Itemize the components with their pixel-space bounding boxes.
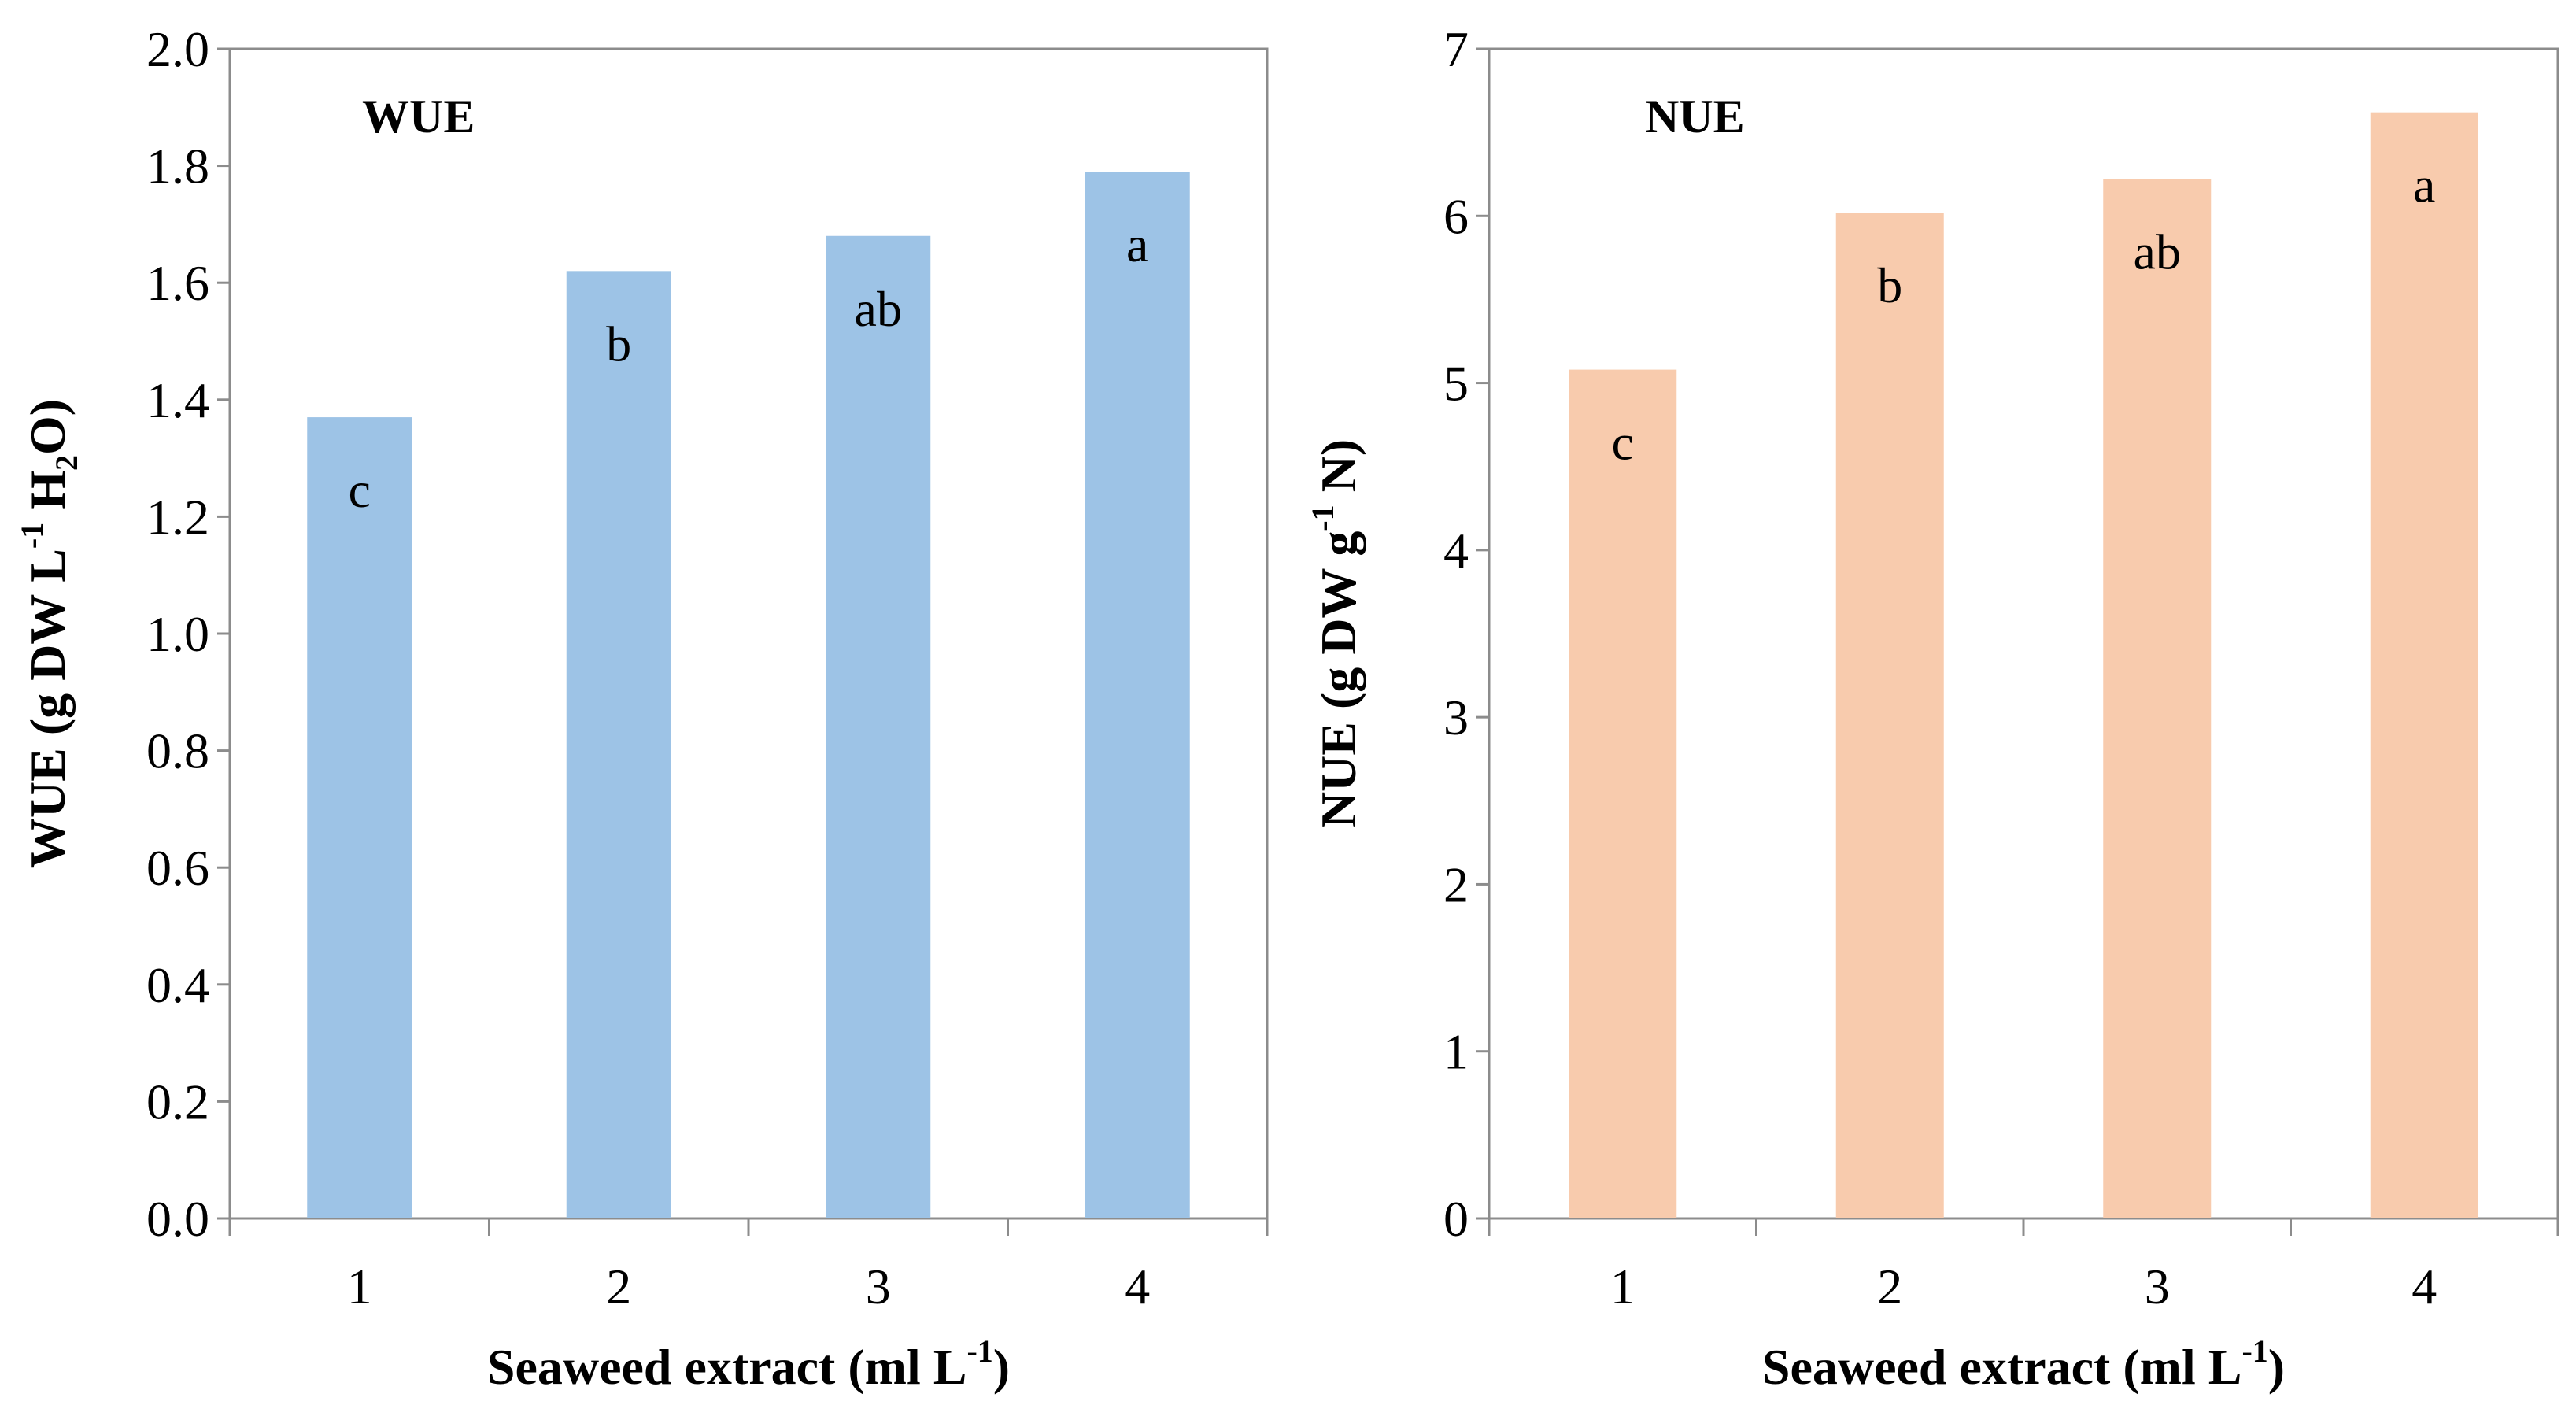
x-axis-title-superscript: -1	[966, 1333, 992, 1369]
wue-y-tick-label: 2.0	[146, 21, 209, 77]
x-axis-title-close: )	[993, 1339, 1010, 1395]
y-axis-title-superscript: -1	[1305, 505, 1340, 531]
wue-x-axis-title: Seaweed extract (ml L-1)	[487, 1333, 1010, 1395]
wue-y-tick-label: 1.8	[146, 139, 209, 194]
nue-y-tick-label: 1	[1443, 1024, 1469, 1080]
y-axis-title-middle: H	[20, 471, 76, 523]
nue-bar-1	[1569, 369, 1677, 1218]
nue-x-category-label: 4	[2412, 1259, 2437, 1314]
wue-panel-title: WUE	[362, 91, 475, 142]
wue-x-category-label: 2	[606, 1259, 631, 1314]
nue-bar-2	[1835, 213, 1944, 1218]
nue-bar-significance-label: ab	[2134, 224, 2181, 280]
nue-y-axis-title: NUE (g DW g-1 N)	[1305, 439, 1366, 828]
wue-bar-significance-label: c	[349, 462, 371, 518]
nue-bar-4	[2370, 112, 2478, 1218]
wue-y-tick-label: 1.4	[146, 372, 209, 428]
wue-x-category-label: 1	[347, 1259, 372, 1314]
y-axis-title-close: O)	[20, 399, 76, 455]
nue-bar-significance-label: c	[1612, 415, 1634, 471]
wue-bar-1	[307, 417, 412, 1218]
nue-chart: 0 1 2 3 4 5 6 7 1 c 2 b 3 ab 4 a NUE Seaweed extract (ml …	[1305, 21, 2559, 1395]
nue-y-tick-label: 3	[1443, 690, 1469, 745]
nue-bar-significance-label: a	[2413, 157, 2435, 213]
nue-y-tick-label: 6	[1443, 188, 1469, 244]
x-axis-title-text: Seaweed extract (ml L	[487, 1339, 967, 1395]
y-axis-title-text: NUE (g DW g	[1310, 531, 1366, 829]
wue-bar-significance-label: b	[606, 316, 631, 372]
wue-y-tick-label: 1.6	[146, 255, 209, 311]
y-axis-title-middle: N)	[1310, 439, 1366, 505]
nue-panel-title: NUE	[1645, 91, 1745, 142]
wue-y-tick-label: 1.2	[146, 489, 209, 545]
nue-x-axis-title: Seaweed extract (ml L-1)	[1762, 1333, 2285, 1395]
wue-chart: 0.0 0.2 0.4 0.6 0.8 1.0 1.2 1.4 1.6 1.8 2.0 1 c 2 b 3 ab…	[14, 21, 1269, 1395]
wue-bar-2	[566, 271, 671, 1219]
nue-bar-3	[2103, 179, 2212, 1218]
y-axis-title-superscript: -1	[14, 523, 50, 549]
wue-bar-4	[1085, 172, 1190, 1218]
nue-y-tick-label: 5	[1443, 356, 1469, 412]
wue-x-category-label: 3	[866, 1259, 891, 1314]
wue-y-axis-title: WUE (g DW L-1 H2O)	[14, 399, 84, 868]
nue-x-category-label: 1	[1610, 1259, 1635, 1314]
x-axis-title-superscript: -1	[2242, 1333, 2267, 1369]
nue-y-tick-label: 2	[1443, 856, 1469, 912]
y-axis-title-text: WUE (g DW L	[20, 549, 76, 868]
nue-bar-significance-label: b	[1877, 257, 1902, 313]
wue-bar-significance-label: ab	[855, 281, 902, 337]
wue-y-tick-label: 0.0	[146, 1191, 209, 1247]
x-axis-title-text: Seaweed extract (ml L	[1762, 1339, 2242, 1395]
y-axis-title-subscript: 2	[49, 455, 84, 471]
wue-y-tick-label: 0.6	[146, 840, 209, 896]
wue-y-tick-label: 0.8	[146, 723, 209, 779]
nue-y-tick-label: 4	[1443, 523, 1469, 579]
nue-y-tick-label: 0	[1443, 1191, 1469, 1247]
nue-y-tick-label: 7	[1443, 21, 1469, 77]
wue-y-tick-label: 0.4	[146, 957, 209, 1013]
nue-x-category-label: 2	[1877, 1259, 1902, 1314]
wue-bar-3	[826, 235, 931, 1218]
wue-bar-significance-label: a	[1126, 216, 1148, 272]
wue-y-tick-label: 0.2	[146, 1074, 209, 1130]
x-axis-title-close: )	[2268, 1339, 2285, 1395]
wue-x-category-label: 4	[1125, 1259, 1150, 1314]
nue-x-category-label: 3	[2145, 1259, 2170, 1314]
wue-y-tick-label: 1.0	[146, 606, 209, 662]
